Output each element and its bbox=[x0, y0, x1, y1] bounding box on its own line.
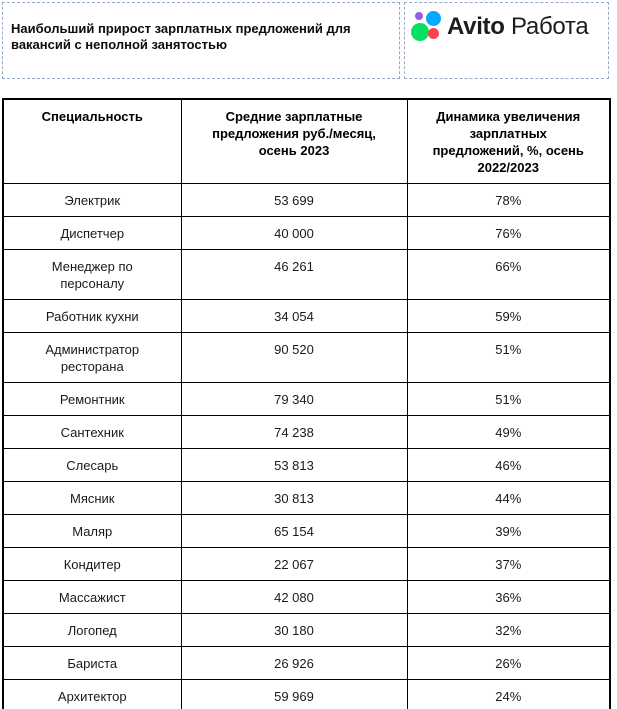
specialty-cell: Электрик bbox=[2, 183, 182, 217]
page-title: Наибольший прирост зарплатных предложени… bbox=[11, 21, 351, 52]
salary-cell: 53 813 bbox=[180, 448, 408, 482]
table-row: Электрик 53 699 78% bbox=[2, 183, 611, 217]
growth-cell: 66% bbox=[406, 249, 611, 300]
specialty-cell: Слесарь bbox=[2, 448, 182, 482]
salary-cell: 40 000 bbox=[180, 216, 408, 250]
specialty-cell: Логопед bbox=[2, 613, 182, 647]
specialty-cell: Маляр bbox=[2, 514, 182, 548]
column-header-salary: Средние зарплатные предложения руб./меся… bbox=[180, 98, 408, 184]
brand-rabota: Работа bbox=[511, 13, 589, 40]
specialty-cell: Массажист bbox=[2, 580, 182, 614]
growth-cell: 39% bbox=[406, 514, 611, 548]
growth-cell: 32% bbox=[406, 613, 611, 647]
table-row: Менеджер по персоналу 46 261 66% bbox=[2, 249, 611, 300]
salary-cell: 79 340 bbox=[180, 382, 408, 416]
specialty-cell: Ремонтник bbox=[2, 382, 182, 416]
growth-cell: 36% bbox=[406, 580, 611, 614]
growth-cell: 46% bbox=[406, 448, 611, 482]
table-header-row: Специальность Средние зарплатные предлож… bbox=[2, 98, 611, 184]
avito-dot-green bbox=[411, 23, 429, 41]
growth-cell: 24% bbox=[406, 679, 611, 709]
salary-cell: 59 969 bbox=[180, 679, 408, 709]
salary-cell: 22 067 bbox=[180, 547, 408, 581]
growth-cell: 49% bbox=[406, 415, 611, 449]
table-row: Диспетчер 40 000 76% bbox=[2, 216, 611, 250]
table-row: Маляр 65 154 39% bbox=[2, 514, 611, 548]
specialty-cell: Кондитер bbox=[2, 547, 182, 581]
brand-avito: Avito bbox=[447, 13, 505, 40]
salary-cell: 30 180 bbox=[180, 613, 408, 647]
table-row: Массажист 42 080 36% bbox=[2, 580, 611, 614]
salary-cell: 53 699 bbox=[180, 183, 408, 217]
avito-dots-icon bbox=[411, 11, 442, 42]
avito-dot-purple bbox=[415, 12, 423, 20]
brand-wordmark: Avito Работа bbox=[447, 11, 589, 42]
table-row: Работник кухни 34 054 59% bbox=[2, 299, 611, 333]
table-row: Слесарь 53 813 46% bbox=[2, 448, 611, 482]
avito-rabota-logo: Avito Работа bbox=[411, 11, 589, 42]
salary-cell: 26 926 bbox=[180, 646, 408, 680]
table-row: Мясник 30 813 44% bbox=[2, 481, 611, 515]
salary-cell: 42 080 bbox=[180, 580, 408, 614]
column-header-specialty: Специальность bbox=[2, 98, 182, 184]
table-row: Администратор ресторана 90 520 51% bbox=[2, 332, 611, 383]
title-box: Наибольший прирост зарплатных предложени… bbox=[2, 2, 400, 79]
column-header-growth: Динамика увеличения зарплатных предложен… bbox=[406, 98, 611, 184]
salary-cell: 65 154 bbox=[180, 514, 408, 548]
salary-cell: 74 238 bbox=[180, 415, 408, 449]
growth-cell: 76% bbox=[406, 216, 611, 250]
salary-cell: 90 520 bbox=[180, 332, 408, 383]
growth-cell: 51% bbox=[406, 332, 611, 383]
specialty-cell: Работник кухни bbox=[2, 299, 182, 333]
growth-cell: 78% bbox=[406, 183, 611, 217]
table-row: Кондитер 22 067 37% bbox=[2, 547, 611, 581]
growth-cell: 26% bbox=[406, 646, 611, 680]
specialty-cell: Администратор ресторана bbox=[2, 332, 182, 383]
growth-cell: 37% bbox=[406, 547, 611, 581]
specialty-cell: Архитектор bbox=[2, 679, 182, 709]
avito-dot-blue bbox=[426, 11, 441, 26]
specialty-cell: Мясник bbox=[2, 481, 182, 515]
salary-cell: 46 261 bbox=[180, 249, 408, 300]
specialty-cell: Бариста bbox=[2, 646, 182, 680]
table-row: Сантехник 74 238 49% bbox=[2, 415, 611, 449]
specialty-cell: Менеджер по персоналу bbox=[2, 249, 182, 300]
salary-cell: 34 054 bbox=[180, 299, 408, 333]
header: Наибольший прирост зарплатных предложени… bbox=[2, 2, 609, 79]
table-row: Ремонтник 79 340 51% bbox=[2, 382, 611, 416]
salary-table: Специальность Средние зарплатные предлож… bbox=[2, 98, 611, 709]
table-row: Логопед 30 180 32% bbox=[2, 613, 611, 647]
specialty-cell: Диспетчер bbox=[2, 216, 182, 250]
growth-cell: 44% bbox=[406, 481, 611, 515]
table-row: Архитектор 59 969 24% bbox=[2, 679, 611, 709]
growth-cell: 59% bbox=[406, 299, 611, 333]
avito-dot-red bbox=[428, 28, 439, 39]
specialty-cell: Сантехник bbox=[2, 415, 182, 449]
growth-cell: 51% bbox=[406, 382, 611, 416]
logo-box: Avito Работа bbox=[404, 2, 609, 79]
salary-cell: 30 813 bbox=[180, 481, 408, 515]
table-row: Бариста 26 926 26% bbox=[2, 646, 611, 680]
